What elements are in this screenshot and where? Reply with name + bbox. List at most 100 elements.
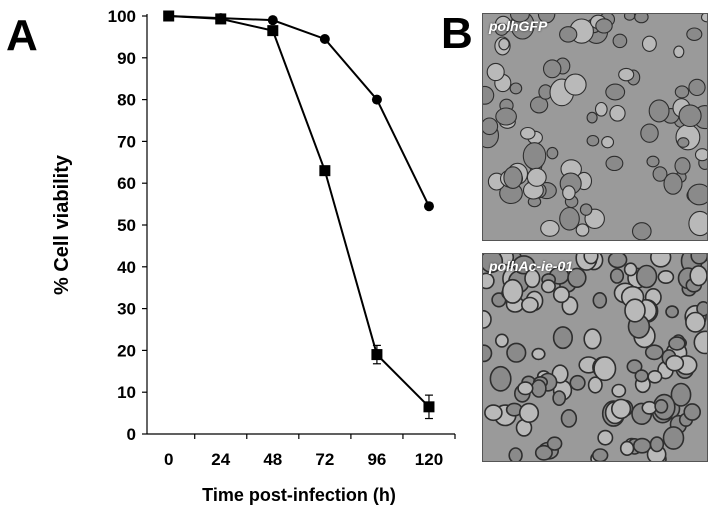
cell-shape [540, 219, 560, 237]
cell-shape [670, 382, 692, 407]
cell-shape [612, 33, 628, 49]
cell-shape [634, 14, 649, 24]
cell-shape [483, 344, 493, 363]
cell-shape [512, 255, 536, 275]
cell-shape [534, 444, 553, 461]
cell-shape [688, 78, 706, 97]
data-point-square [371, 349, 383, 361]
y-tick-label: 0 [127, 425, 136, 444]
cell-shape [609, 104, 626, 122]
cell-shape [654, 399, 669, 414]
cell-shape [700, 14, 707, 23]
y-tick-label: 80 [117, 91, 136, 110]
cell-shape [668, 336, 686, 351]
cell-shape [662, 426, 685, 450]
cell-shape [611, 398, 632, 420]
cell-shape [601, 136, 615, 149]
cell-shape [489, 365, 512, 392]
series-line-circle [168, 15, 430, 207]
cell-shape [685, 311, 706, 333]
cell-shape [673, 45, 685, 59]
cell-shape [644, 344, 664, 361]
cell-shape [517, 381, 534, 396]
y-tick-label: 30 [117, 300, 136, 319]
series-line-square [168, 15, 430, 408]
x-tick-label: 24 [211, 450, 230, 469]
cell-shape [546, 146, 559, 160]
viability-chart: 0 10 20 30 40 50 60 70 80 90 100 0 24 48 72 96 120 Time p… [51, 7, 456, 505]
cell-shape [494, 333, 509, 348]
cell-shape [483, 272, 495, 290]
panel-a-letter: A [6, 11, 38, 60]
x-tick-label: 72 [315, 450, 334, 469]
micrograph-polhac-ie-01: polhAc-ie-01 [482, 253, 708, 462]
cell-shape [559, 206, 580, 231]
cell-shape [674, 85, 690, 99]
cell-shape [665, 305, 679, 319]
cell-shape [583, 328, 602, 350]
cell-shape [641, 35, 657, 52]
micrograph-label: polhAc-ie-01 [489, 258, 574, 274]
y-tick-label: 10 [117, 383, 136, 402]
micrograph-polhgfp: polhGFP [482, 13, 708, 241]
cell-shape [678, 104, 702, 128]
cell-shape [595, 18, 613, 34]
cell-shape [501, 278, 524, 304]
cell-shape [674, 157, 691, 175]
cell-shape [592, 448, 609, 461]
cell-shape [530, 379, 547, 398]
cell-shape [542, 59, 562, 79]
cell-shape [597, 429, 614, 446]
cell-shape [569, 374, 586, 391]
cell-shape [552, 326, 573, 350]
x-tick-label: 48 [263, 450, 282, 469]
cell-shape [483, 117, 499, 136]
cell-shape [529, 96, 549, 114]
cell-shape [640, 123, 659, 143]
data-point-square [319, 165, 331, 177]
cell-shape [605, 83, 626, 101]
cell-shape [694, 148, 707, 162]
cell-shape [587, 376, 603, 394]
cell-shape [483, 85, 495, 105]
y-tick-label: 100 [108, 7, 136, 26]
cell-shape [619, 440, 635, 456]
cell-shape [579, 203, 593, 216]
cell-shape [575, 223, 590, 237]
cell-shape [506, 342, 527, 363]
cell-shape [605, 155, 624, 172]
cell-shape [562, 185, 576, 201]
x-tick-label: 120 [415, 450, 443, 469]
cell-shape [634, 369, 649, 383]
cell-shape [648, 99, 670, 123]
y-axis-label: % Cell viability [51, 154, 73, 295]
cell-shape [635, 264, 658, 289]
cell-shape [607, 254, 628, 269]
cell-shape [623, 262, 638, 277]
cell-shape [631, 222, 652, 240]
x-tick-label: 96 [367, 450, 386, 469]
cell-shape [624, 298, 646, 323]
cell-shape [593, 356, 617, 382]
cell-shape [521, 296, 539, 314]
cell-shape [652, 166, 668, 182]
cell-shape [567, 267, 587, 288]
cell-shape [494, 23, 509, 36]
cell-shape [518, 402, 540, 423]
cell-shape [484, 404, 503, 422]
cell-shape [559, 26, 578, 43]
cell-shape [611, 383, 627, 398]
cell-shape [522, 142, 547, 170]
x-tick-label: 0 [164, 450, 173, 469]
cell-shape [686, 27, 703, 41]
x-axis-label: Time post-infection (h) [202, 485, 396, 505]
cell-shape [609, 267, 625, 284]
data-point-square [423, 401, 435, 413]
cell-shape [683, 403, 701, 421]
cell-shape [586, 134, 600, 147]
cell-shape [687, 183, 707, 206]
cell-shape [665, 354, 685, 372]
cell-shape [650, 254, 672, 268]
cell-shape [646, 155, 660, 168]
data-point-circle [371, 94, 382, 105]
